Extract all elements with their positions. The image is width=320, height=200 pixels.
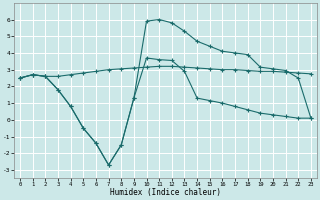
X-axis label: Humidex (Indice chaleur): Humidex (Indice chaleur) [110,188,221,197]
